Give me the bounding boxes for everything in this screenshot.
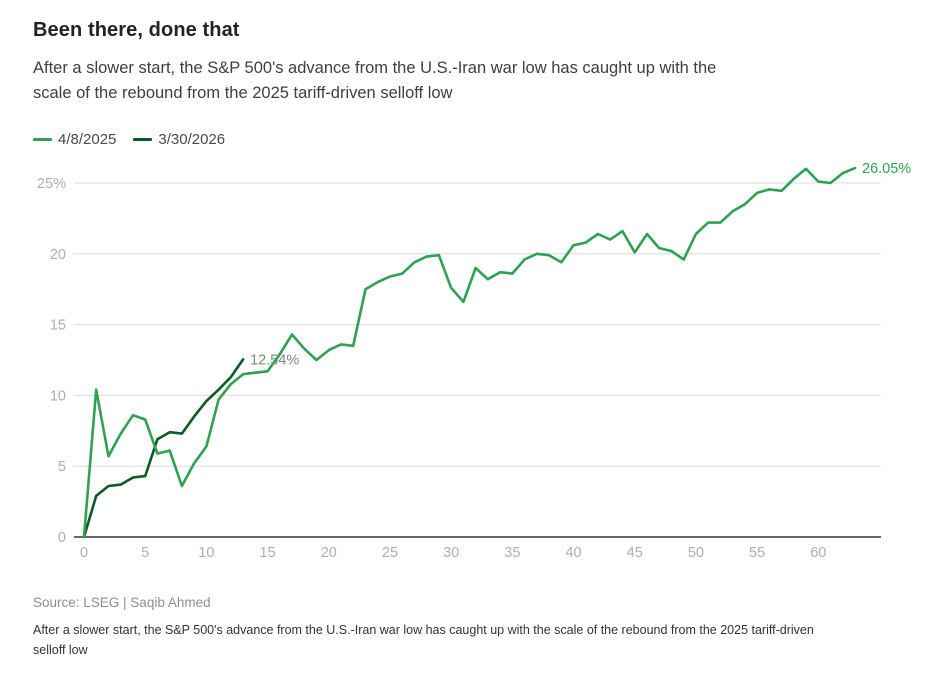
legend-swatch-icon	[33, 138, 52, 141]
series-line-4-8-2025	[82, 166, 857, 539]
caption-line-1: After a slower start, the S&P 500's adva…	[33, 623, 814, 637]
caption: After a slower start, the S&P 500's adva…	[33, 620, 814, 660]
x-tick-label: 50	[688, 545, 704, 561]
series-end-labels: 12.54% 26.05%	[250, 161, 911, 368]
x-tick-label: 15	[260, 545, 276, 561]
x-tick-label: 25	[382, 545, 398, 561]
chart-title: Been there, done that	[33, 19, 240, 41]
x-tick-label: 30	[443, 545, 459, 561]
chart-subtitle-line-2: scale of the rebound from the 2025 tarif…	[33, 84, 453, 102]
legend-item-4-8-2025[interactable]: 4/8/2025	[33, 131, 116, 148]
gridlines	[74, 182, 881, 538]
caption-line-2: selloff low	[33, 643, 88, 657]
x-tick-label: 60	[810, 545, 826, 561]
x-tick-label: 20	[321, 545, 337, 561]
series-end-label: 26.05%	[862, 161, 911, 177]
y-tick-label: 0	[58, 530, 66, 546]
x-tick-label: 10	[198, 545, 214, 561]
y-tick-label: 20	[50, 247, 66, 263]
legend-item-3-30-2026[interactable]: 3/30/2026	[133, 131, 225, 148]
x-tick-label: 40	[565, 545, 581, 561]
chart-subtitle-line-1: After a slower start, the S&P 500's adva…	[33, 59, 717, 77]
y-tick-label: 5	[58, 459, 66, 475]
legend-label: 3/30/2026	[158, 131, 226, 148]
chart-subtitle: After a slower start, the S&P 500's adva…	[33, 56, 716, 106]
y-tick-label: 10	[50, 388, 66, 404]
y-tick-label: 25%	[37, 176, 66, 192]
source-line: Source: LSEG | Saqib Ahmed	[33, 595, 211, 610]
legend: 4/8/2025 3/30/2026	[33, 131, 225, 148]
x-tick-label: 35	[504, 545, 520, 561]
series-end-label: 12.54%	[250, 352, 299, 368]
line-chart: 0 5 10 15 20 25% 0 5 10 15 20 25 30 35 40 45 50 55 60 12.5…	[37, 161, 911, 561]
y-tick-label: 15	[50, 318, 66, 334]
x-tick-label: 0	[80, 545, 88, 561]
x-tick-label: 45	[627, 545, 643, 561]
series-line-3-30-2026	[82, 358, 245, 539]
legend-label: 4/8/2025	[58, 131, 117, 148]
x-tick-label: 5	[141, 545, 149, 561]
axis-labels: 0 5 10 15 20 25% 0 5 10 15 20 25 30 35 40 45 50 55 60	[37, 176, 826, 561]
legend-swatch-icon	[133, 138, 153, 141]
x-tick-label: 55	[749, 545, 765, 561]
series-lines	[82, 166, 857, 539]
